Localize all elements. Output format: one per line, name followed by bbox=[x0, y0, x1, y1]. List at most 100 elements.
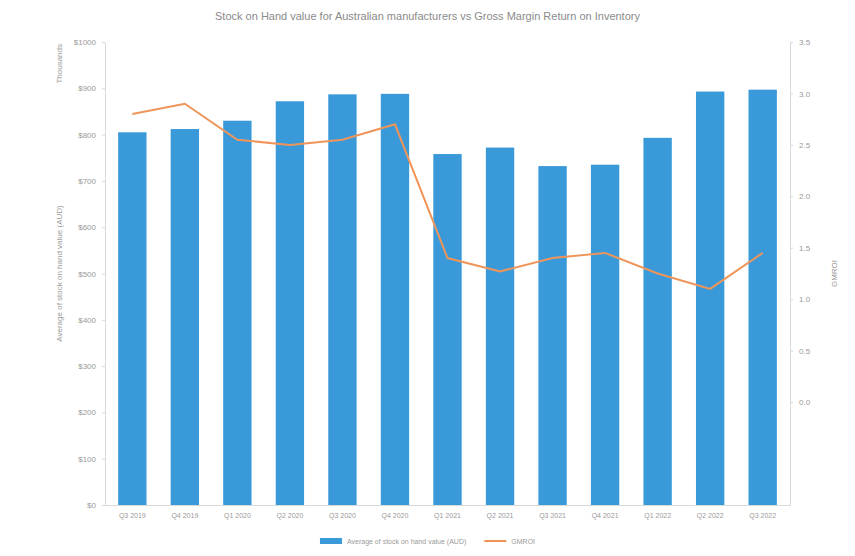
y2-axis-tick-mark bbox=[790, 196, 793, 197]
legend-swatch bbox=[484, 540, 506, 542]
x-axis-tick: Q1 2021 bbox=[434, 505, 461, 520]
x-axis-tick: Q1 2022 bbox=[644, 505, 671, 520]
x-axis-tick: Q3 2019 bbox=[119, 505, 146, 520]
y2-axis-tick-label: 1.0 bbox=[799, 295, 811, 304]
y-axis-tick-mark bbox=[102, 320, 105, 321]
bar bbox=[538, 166, 566, 505]
x-axis-tick-label: Q2 2021 bbox=[487, 512, 514, 520]
y-axis-units: Thousands bbox=[55, 44, 64, 84]
chart: Stock on Hand value for Australian manuf… bbox=[0, 0, 855, 556]
x-axis-tick-label: Q4 2019 bbox=[171, 512, 198, 520]
y2-axis-tick: 0.0 bbox=[790, 398, 811, 407]
y2-axis-tick-mark bbox=[790, 93, 793, 94]
y-axis-tick-label: $700 bbox=[78, 177, 96, 186]
legend-item: Average of stock on hand value (AUD) bbox=[320, 538, 466, 546]
y2-axis-tick-mark bbox=[790, 299, 793, 300]
y-axis-tick-mark bbox=[102, 181, 105, 182]
y-axis-tick: $300 bbox=[78, 362, 105, 371]
y2-axis-tick-label: 0.5 bbox=[799, 347, 811, 356]
bar bbox=[486, 148, 514, 505]
y-axis-tick-mark bbox=[102, 366, 105, 367]
y-axis-tick-label: $400 bbox=[78, 316, 96, 325]
y-axis-tick: $700 bbox=[78, 177, 105, 186]
y2-axis-tick-label: 1.5 bbox=[799, 244, 811, 253]
x-axis-tick-label: Q1 2022 bbox=[644, 512, 671, 520]
y-axis-tick-label: $800 bbox=[78, 131, 96, 140]
y2-axis-tick-label: 3.5 bbox=[799, 38, 811, 47]
y-axis-tick-label: $100 bbox=[78, 455, 96, 464]
x-axis-tick: Q2 2020 bbox=[276, 505, 303, 520]
y-axis-tick-label: $1000 bbox=[74, 38, 97, 47]
bar bbox=[276, 101, 304, 505]
y-axis-tick-mark bbox=[102, 42, 105, 43]
legend-swatch bbox=[320, 538, 342, 544]
y-axis-tick: $0 bbox=[87, 501, 105, 510]
x-axis-tick: Q4 2019 bbox=[171, 505, 198, 520]
y-axis-tick-label: $900 bbox=[78, 84, 96, 93]
y2-axis-tick-mark bbox=[790, 42, 793, 43]
line bbox=[132, 104, 762, 289]
y-axis-tick: $800 bbox=[78, 131, 105, 140]
bar bbox=[118, 132, 146, 505]
bar bbox=[591, 165, 619, 505]
bar bbox=[643, 138, 671, 505]
bar bbox=[381, 94, 409, 505]
y-axis-tick-mark bbox=[102, 459, 105, 460]
y-axis-tick-mark bbox=[102, 412, 105, 413]
title: Stock on Hand value for Australian manuf… bbox=[215, 10, 640, 22]
bar bbox=[696, 92, 724, 505]
bar bbox=[171, 129, 199, 505]
y-axis-tick: $200 bbox=[78, 408, 105, 417]
y2-axis-tick: 3.5 bbox=[790, 38, 811, 47]
x-axis-tick-label: Q2 2020 bbox=[276, 512, 303, 520]
x-axis-tick-label: Q1 2021 bbox=[434, 512, 461, 520]
bar bbox=[223, 121, 251, 505]
x-axis-tick: Q3 2020 bbox=[329, 505, 356, 520]
y-axis-tick: $1000 bbox=[74, 38, 105, 47]
x-axis-tick: Q3 2022 bbox=[749, 505, 776, 520]
x-axis-tick-label: Q1 2020 bbox=[224, 512, 251, 520]
bar bbox=[433, 154, 461, 505]
y-axis-tick: $600 bbox=[78, 223, 105, 232]
y2-axis-tick: 3.0 bbox=[790, 90, 811, 99]
y2-axis-tick: 1.0 bbox=[790, 295, 811, 304]
y-axis-tick: $500 bbox=[78, 270, 105, 279]
x-axis: Q3 2019 Q4 2019 Q1 2020 Q2 2020 Q3 2020 Q4 20… bbox=[106, 505, 791, 520]
y2-axis-tick: 1.5 bbox=[790, 244, 811, 253]
legend-label: GMROI bbox=[511, 538, 535, 545]
y2-axis-tick-label: 2.0 bbox=[799, 192, 811, 201]
y2-axis-tick-mark bbox=[790, 145, 793, 146]
y2-axis-tick-label: 0.0 bbox=[799, 398, 811, 407]
x-axis-tick-label: Q3 2019 bbox=[119, 512, 146, 520]
legend: Average of stock on hand value (AUD) GMRO… bbox=[320, 538, 535, 546]
x-axis-tick: Q2 2021 bbox=[487, 505, 514, 520]
y-axis-tick-label: $500 bbox=[78, 270, 96, 279]
y-axis-tick-label: $600 bbox=[78, 223, 96, 232]
x-axis-tick: Q4 2021 bbox=[592, 505, 619, 520]
y-axis-title: Average of stock on hand value (AUD) bbox=[55, 205, 64, 342]
x-axis-tick-label: Q3 2020 bbox=[329, 512, 356, 520]
y-axis-tick: $100 bbox=[78, 455, 105, 464]
y-axis-tick-mark bbox=[102, 135, 105, 136]
y-axis-line bbox=[105, 43, 106, 506]
y-axis-tick: $400 bbox=[78, 316, 105, 325]
y-axis-tick-label: $200 bbox=[78, 408, 96, 417]
y-axis-tick-mark bbox=[102, 227, 105, 228]
y2-axis-tick-mark bbox=[790, 248, 793, 249]
y-axis-tick-label: $0 bbox=[87, 501, 96, 510]
y-axis-tick-mark bbox=[102, 88, 105, 89]
x-axis-tick: Q1 2020 bbox=[224, 505, 251, 520]
y2-axis-tick-mark bbox=[790, 402, 793, 403]
y2-axis-tick-label: 3.0 bbox=[799, 90, 811, 99]
plot-area bbox=[118, 90, 777, 505]
y2-axis-tick-mark bbox=[790, 351, 793, 352]
x-axis-tick-label: Q3 2022 bbox=[749, 512, 776, 520]
legend-label: Average of stock on hand value (AUD) bbox=[347, 538, 466, 546]
x-axis-tick: Q4 2020 bbox=[382, 505, 409, 520]
x-axis-line bbox=[106, 505, 791, 506]
x-axis-tick-label: Q4 2021 bbox=[592, 512, 619, 520]
y-axis: $0 $100 $200 $300 $400 $500 $600 $700 $800 $900 $1… bbox=[74, 38, 106, 510]
bar bbox=[328, 94, 356, 505]
y2-axis: 0.00.51.01.52.02.53.03.5 bbox=[790, 38, 811, 505]
bar bbox=[749, 90, 777, 505]
